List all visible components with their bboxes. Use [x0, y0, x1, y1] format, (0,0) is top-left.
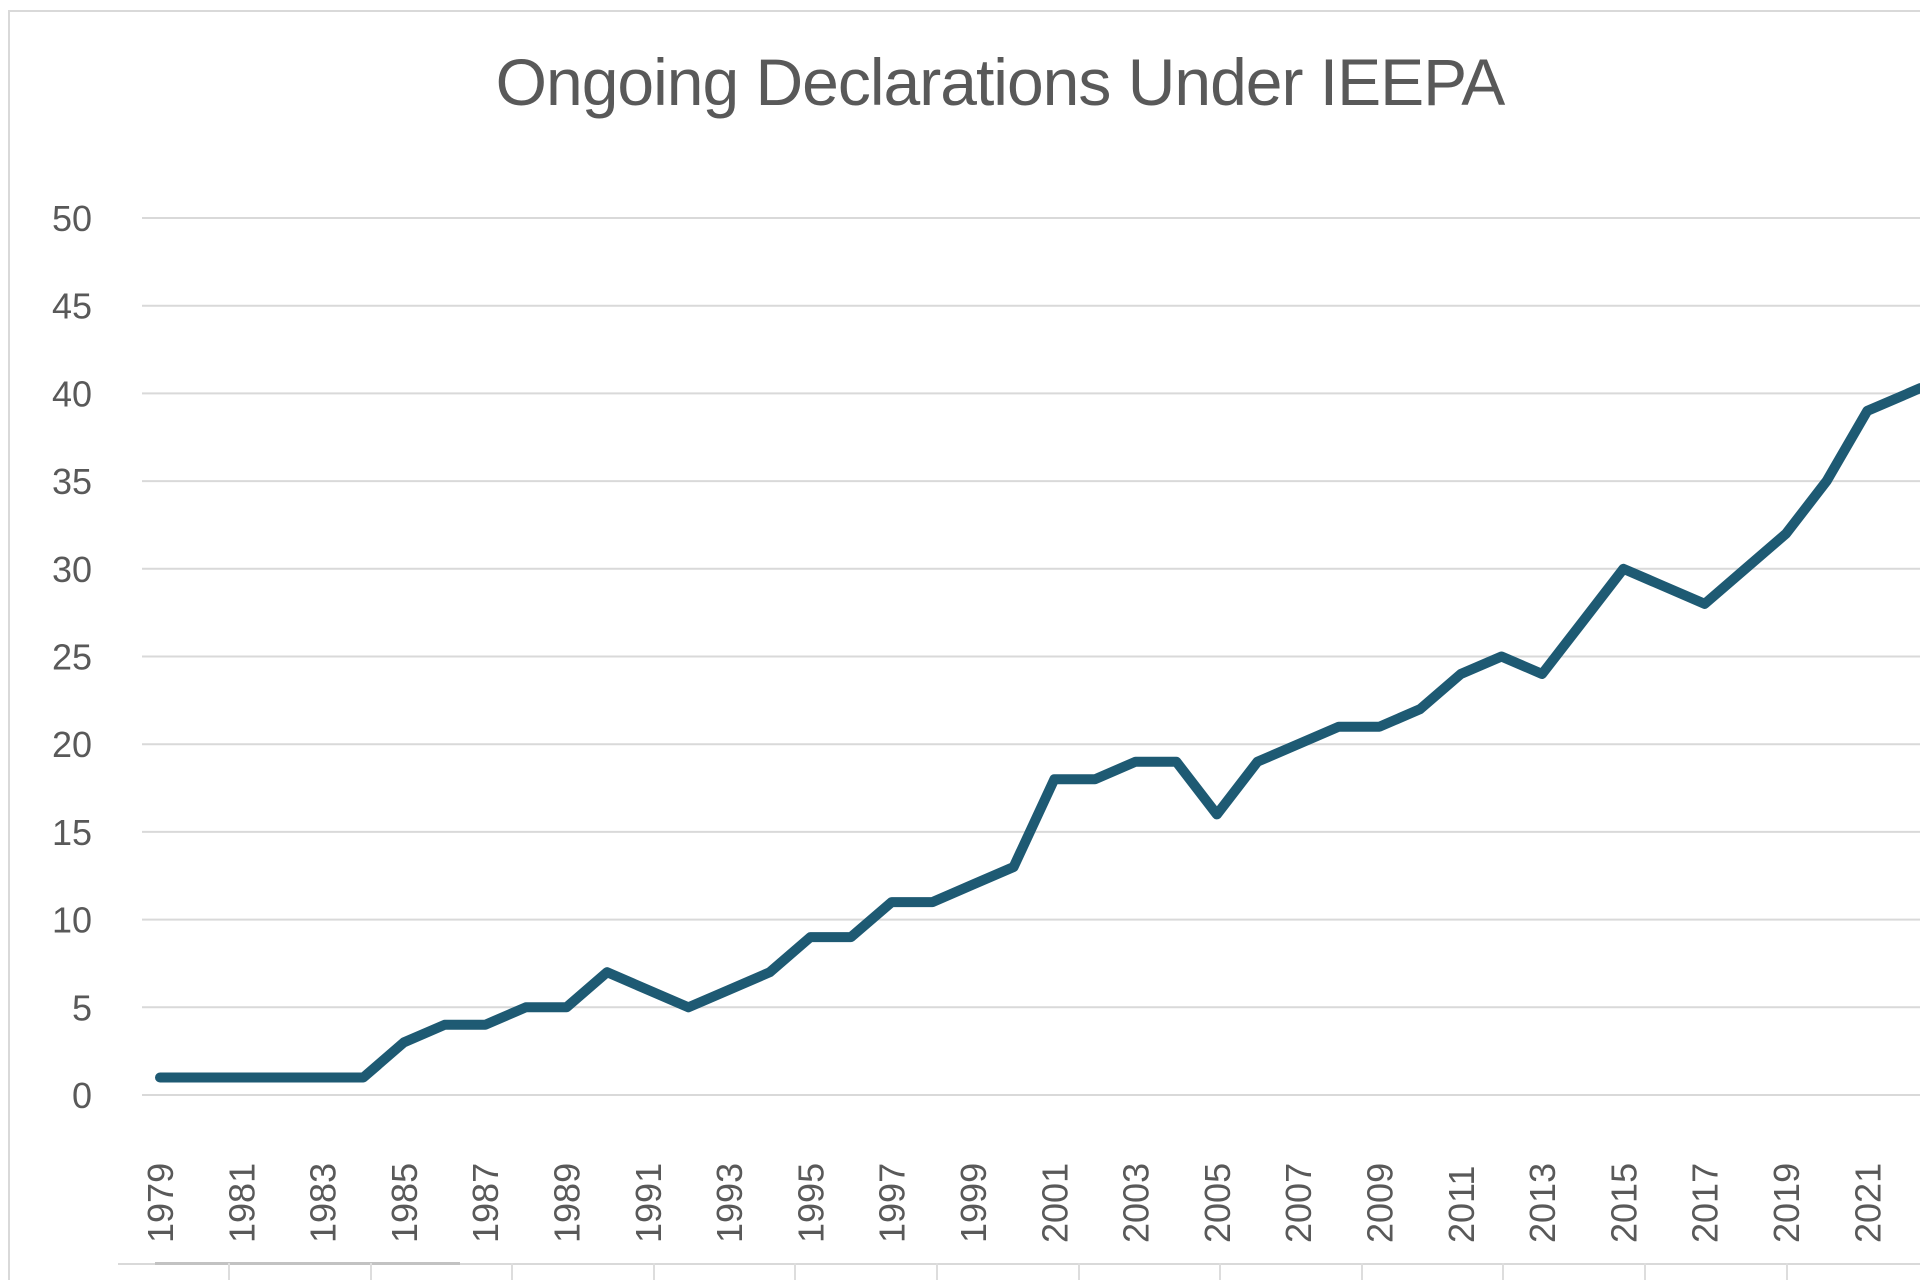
data-line-series	[155, 383, 1920, 1083]
y-tick-label: 5	[72, 987, 92, 1028]
bottom-edge-tick	[936, 1263, 938, 1280]
x-tick-label: 2021	[1847, 1163, 1888, 1243]
y-tick-label: 45	[52, 286, 92, 327]
x-tick-label: 2007	[1278, 1163, 1319, 1243]
x-tick-label: 1983	[303, 1163, 344, 1243]
x-tick-label: 2013	[1522, 1163, 1563, 1243]
x-tick-label: 1989	[547, 1163, 588, 1243]
bottom-edge-tick	[1644, 1263, 1646, 1280]
chart-border-left	[8, 10, 10, 1280]
bottom-edge-rule-segment	[155, 1262, 460, 1265]
gridlines	[142, 217, 1920, 1096]
bottom-edge-tick	[794, 1263, 796, 1280]
y-tick-label: 35	[52, 461, 92, 502]
x-tick-label: 1987	[465, 1163, 506, 1243]
bottom-edge-tick	[1786, 1263, 1788, 1280]
x-tick-label: 2005	[1197, 1163, 1238, 1243]
chart-border-top	[8, 10, 1920, 12]
y-tick-label: 50	[52, 198, 92, 239]
chart-title: Ongoing Declarations Under IEEPA	[495, 45, 1506, 119]
x-tick-label: 1993	[709, 1163, 750, 1243]
y-tick-label: 0	[72, 1075, 92, 1116]
y-tick-label: 30	[52, 549, 92, 590]
x-tick-label: 2019	[1766, 1163, 1807, 1243]
bottom-edge-tick	[1219, 1263, 1221, 1280]
bottom-edge-tick	[1361, 1263, 1363, 1280]
x-tick-label: 1979	[140, 1163, 181, 1243]
bottom-edge-tick	[511, 1263, 513, 1280]
x-tick-label: 1985	[384, 1163, 425, 1243]
y-tick-label: 25	[52, 637, 92, 678]
x-tick-label: 2017	[1685, 1163, 1726, 1243]
x-axis-labels: 1979 1981 1983 1985 1987 1989 1991 1993 1995 1997…	[140, 1163, 1888, 1243]
x-tick-label: 1997	[872, 1163, 913, 1243]
x-tick-label: 1981	[221, 1163, 262, 1243]
bottom-edge-tick	[228, 1263, 230, 1280]
x-tick-label: 2001	[1034, 1163, 1075, 1243]
x-tick-label: 2009	[1360, 1163, 1401, 1243]
x-tick-label: 1995	[790, 1163, 831, 1243]
x-tick-label: 2003	[1116, 1163, 1157, 1243]
y-tick-label: 20	[52, 724, 92, 765]
x-tick-label: 2011	[1441, 1166, 1482, 1243]
bottom-edge-tick	[370, 1263, 372, 1280]
y-tick-label: 10	[52, 900, 92, 941]
bottom-edge-tick	[653, 1263, 655, 1280]
x-tick-label: 1991	[628, 1163, 669, 1243]
x-tick-label: 1999	[953, 1163, 994, 1243]
x-tick-label: 2015	[1603, 1163, 1644, 1243]
y-tick-label: 40	[52, 373, 92, 414]
bottom-edge-tick	[1078, 1263, 1080, 1280]
bottom-edge-rule	[118, 1263, 1920, 1265]
y-tick-label: 15	[52, 812, 92, 853]
y-axis-labels: 0 5 10 15 20 25 30 35 40 45 50	[52, 198, 92, 1116]
bottom-edge-tick	[1502, 1263, 1504, 1280]
